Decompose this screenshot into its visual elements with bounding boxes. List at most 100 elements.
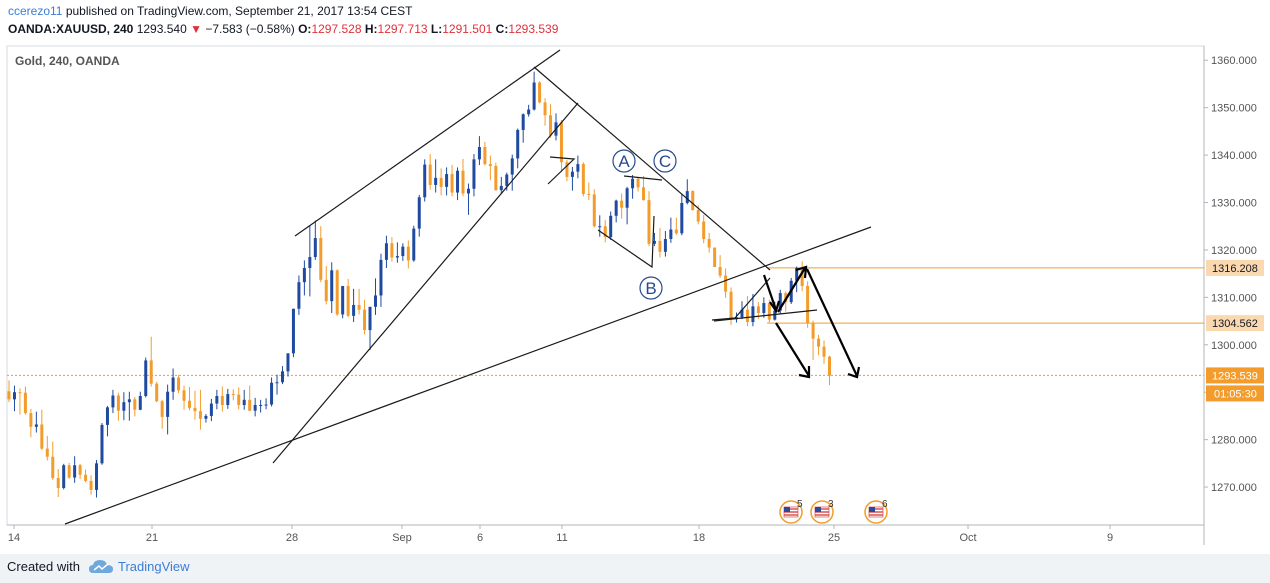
author-link[interactable]: ccerezo11: [8, 4, 63, 18]
arrow-down-1[interactable]: [762, 274, 778, 311]
candle: [188, 386, 192, 411]
candle: [488, 155, 492, 181]
arrow-head-icon: [847, 366, 861, 379]
us-flag-icon[interactable]: [810, 500, 834, 524]
drawings[interactable]: [64, 49, 872, 525]
candle: [658, 228, 662, 258]
chart-title: Gold, 240, OANDA: [15, 54, 120, 68]
candle: [669, 217, 673, 243]
time-axis[interactable]: 14 21 28 Sep 6 11 18 25 Oct 9: [8, 525, 1113, 544]
triangle-lower-drawing[interactable]: [711, 277, 771, 321]
candle-body: [209, 403, 213, 416]
long-support-trendline[interactable]: [64, 226, 872, 525]
created-with-text: Created with: [7, 559, 80, 574]
plot-border: [6, 45, 1205, 526]
candle-body: [439, 177, 443, 187]
candle-body: [718, 267, 722, 276]
open-value: 1297.528: [311, 22, 362, 36]
candle: [215, 389, 219, 410]
candle-body: [477, 147, 481, 160]
arrow-up[interactable]: [777, 267, 806, 313]
footer-bar: Created with TradingView: [0, 554, 1270, 583]
candle-body: [133, 399, 137, 410]
candle-body: [193, 407, 197, 412]
candle: [248, 385, 252, 412]
candle-body: [828, 356, 831, 376]
candle: [609, 211, 613, 240]
candle-body: [800, 267, 804, 286]
upper-channel-line[interactable]: [294, 49, 561, 237]
candle-body: [29, 413, 33, 427]
candle-body: [740, 309, 744, 318]
candle-body: [636, 178, 640, 188]
economic-events[interactable]: 5 3 6: [779, 499, 888, 524]
candle: [499, 176, 503, 194]
candle: [100, 423, 104, 465]
price-chart[interactable]: Gold, 240, OANDA 1270.0001280.0001290.00…: [0, 40, 1270, 554]
candle-body: [330, 270, 334, 302]
candle-body: [390, 243, 394, 258]
small-flag-drawing[interactable]: [547, 156, 576, 185]
candle-body: [281, 371, 284, 383]
candle: [570, 166, 574, 191]
price-tick-label: 1340.000: [1211, 150, 1257, 162]
candle-body: [652, 240, 656, 244]
candle-body: [127, 399, 131, 403]
time-tick-label: 25: [828, 532, 840, 544]
candle: [40, 409, 44, 451]
candle: [160, 399, 164, 429]
descending-trendline[interactable]: [533, 66, 771, 271]
candle: [138, 391, 142, 411]
candle-body: [149, 360, 153, 384]
open-label: O:: [298, 22, 312, 36]
candle-body: [368, 306, 372, 331]
us-flag-icon[interactable]: [864, 500, 888, 524]
candle-body: [204, 415, 208, 419]
candle-body: [773, 310, 777, 320]
candle-body: [428, 164, 432, 185]
candle-body: [434, 177, 438, 185]
candle-body: [417, 197, 421, 229]
candle: [406, 240, 410, 269]
us-flag-icon[interactable]: [779, 500, 803, 524]
arrow-head-icon: [798, 366, 811, 379]
abc-top-line[interactable]: [623, 175, 663, 181]
price-axis[interactable]: 1270.0001280.0001290.0001300.0001310.000…: [1204, 55, 1257, 494]
candle-body: [116, 395, 120, 411]
price-tag-box: [1206, 259, 1264, 276]
candle: [417, 194, 421, 237]
low-label: L:: [430, 22, 443, 36]
candle: [549, 104, 553, 139]
candle-body: [401, 246, 405, 257]
arrow-head-icon: [795, 265, 808, 279]
candle-body: [631, 178, 635, 189]
tradingview-link[interactable]: TradingView: [118, 559, 190, 574]
candle-body: [111, 395, 115, 408]
candle-body: [34, 424, 38, 427]
lower-channel-line[interactable]: [272, 102, 579, 464]
candle: [308, 225, 312, 297]
candle-body: [674, 229, 678, 234]
arrow-down-2[interactable]: [775, 322, 810, 377]
abc-triangle-left[interactable]: [597, 215, 655, 269]
candle-body: [95, 463, 99, 490]
candle: [631, 174, 635, 199]
candle-body: [543, 102, 547, 116]
candle-body: [767, 303, 771, 320]
candle-body: [822, 346, 826, 357]
triangle-base-line[interactable]: [713, 309, 818, 322]
candle-body: [592, 194, 596, 227]
candle-body: [73, 465, 77, 478]
projection-arrows[interactable]: [762, 265, 861, 379]
candle: [412, 225, 416, 262]
candle-body: [642, 187, 646, 201]
candle: [324, 266, 328, 305]
candle-body: [576, 164, 580, 172]
candle: [751, 294, 755, 327]
candle: [29, 408, 33, 438]
candle-body: [237, 394, 241, 406]
candle-body: [51, 456, 55, 479]
arrow-down-3[interactable]: [806, 268, 858, 377]
candle-body: [450, 174, 454, 193]
chart-area[interactable]: Gold, 240, OANDA 1270.0001280.0001290.00…: [0, 40, 1270, 554]
